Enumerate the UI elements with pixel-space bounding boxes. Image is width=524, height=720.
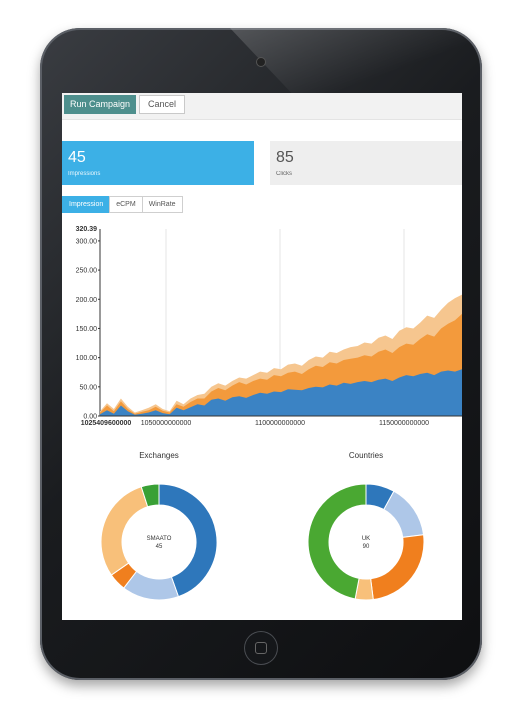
clicks-value: 85 xyxy=(276,149,294,166)
exchanges-center-value: 45 xyxy=(155,544,163,550)
camera-icon xyxy=(257,58,265,66)
countries-center-label: UK 90 xyxy=(336,535,396,551)
tab-ecpm[interactable]: eCPM xyxy=(109,196,143,213)
y-tick-label: 0.00 xyxy=(83,414,97,421)
countries-donut-chart xyxy=(307,483,425,601)
exchanges-title: Exchanges xyxy=(139,451,179,460)
metric-tabs: Impression eCPM WinRate xyxy=(62,196,183,213)
impressions-area-chart: 320.39 300.00 250.00 200.00 150.00 100.00 50.0… xyxy=(76,226,462,427)
impressions-value: 45 xyxy=(68,149,86,166)
exchanges-slice-0[interactable] xyxy=(158,483,218,598)
home-button[interactable] xyxy=(244,631,278,665)
x-tick-label: 1100000000000 xyxy=(255,420,305,427)
clicks-label: Clicks xyxy=(276,171,292,177)
impressions-label: Impressions xyxy=(68,171,101,177)
y-tick-label: 250.00 xyxy=(76,268,98,275)
countries-center-value: 90 xyxy=(362,544,370,550)
countries-center-name: UK xyxy=(361,536,371,542)
y-max-label: 320.39 xyxy=(76,226,98,233)
app-screen: Run Campaign Cancel 45 Impressions 85 Cl… xyxy=(62,93,462,620)
exchanges-center-label: SMAATO 45 xyxy=(129,535,189,551)
tab-impression[interactable]: Impression xyxy=(62,196,111,213)
y-tick-label: 100.00 xyxy=(76,355,98,362)
y-tick-label: 50.00 xyxy=(79,384,97,391)
exchanges-center-name: SMAATO xyxy=(146,536,172,542)
tab-winrate[interactable]: WinRate xyxy=(141,196,183,213)
countries-title: Countries xyxy=(348,451,384,460)
run-campaign-button[interactable]: Run Campaign xyxy=(64,95,136,114)
y-tick-label: 300.00 xyxy=(76,238,98,245)
exchanges-slice-4[interactable] xyxy=(140,483,160,508)
impressions-card[interactable]: 45 Impressions xyxy=(62,141,254,185)
countries-slice-4[interactable] xyxy=(307,483,367,600)
countries-slice-1[interactable] xyxy=(383,490,425,538)
exchanges-slice-3[interactable] xyxy=(100,486,149,576)
clicks-card[interactable]: 85 Clicks xyxy=(270,141,462,185)
exchanges-donut-chart xyxy=(100,483,218,601)
cancel-button[interactable]: Cancel xyxy=(139,95,185,114)
area-series-0 xyxy=(100,369,462,416)
y-tick-label: 200.00 xyxy=(76,297,98,304)
action-bar: Run Campaign Cancel xyxy=(62,93,462,120)
y-tick-label: 150.00 xyxy=(76,326,98,333)
x-tick-label: 1025409600000 xyxy=(81,420,132,427)
x-tick-label: 1150000000000 xyxy=(379,420,429,427)
x-tick-label: 1050000000000 xyxy=(141,420,192,427)
